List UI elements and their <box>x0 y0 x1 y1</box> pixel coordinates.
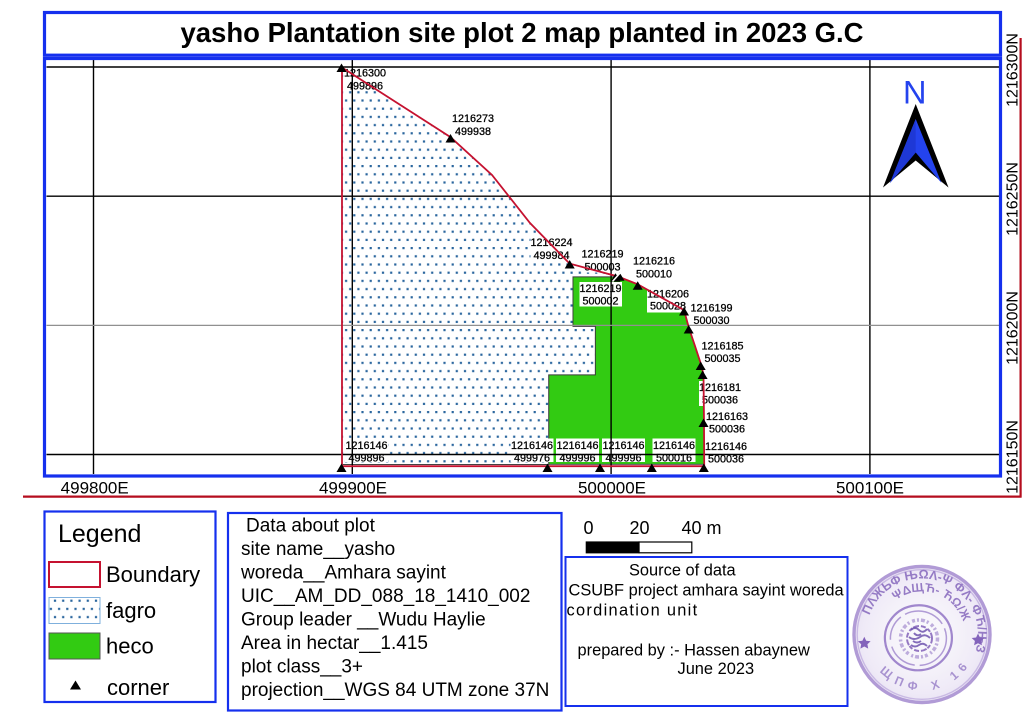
svg-text:prepared by :- Hassen abaynew: prepared by :- Hassen abaynew <box>578 642 810 660</box>
svg-text:1216300N: 1216300N <box>1005 33 1022 107</box>
svg-text:1216146: 1216146 <box>653 440 695 452</box>
svg-text:40 m: 40 m <box>681 518 721 538</box>
svg-text:fagro: fagro <box>106 598 156 623</box>
svg-text:1216200N: 1216200N <box>1005 291 1022 365</box>
svg-text:1216150N: 1216150N <box>1005 420 1022 494</box>
svg-text:500035: 500035 <box>704 353 740 365</box>
svg-text:500028: 500028 <box>650 301 686 313</box>
svg-text:cordination unit: cordination unit <box>567 602 699 620</box>
svg-text:1216273: 1216273 <box>452 113 494 125</box>
svg-text:UIC__AM_DD_088_18_1410_002: UIC__AM_DD_088_18_1410_002 <box>241 586 530 607</box>
svg-text:1216250N: 1216250N <box>1005 162 1022 236</box>
svg-text:Legend: Legend <box>58 520 141 548</box>
svg-text:Source of data: Source of data <box>629 562 736 580</box>
svg-text:499976: 499976 <box>514 453 550 465</box>
svg-text:0: 0 <box>583 518 593 538</box>
svg-text:499900E: 499900E <box>319 479 387 498</box>
svg-text:500010: 500010 <box>636 269 672 281</box>
svg-text:500030: 500030 <box>693 315 729 327</box>
svg-text:499800E: 499800E <box>61 479 129 498</box>
svg-text:1216163: 1216163 <box>706 411 748 423</box>
svg-text:500016: 500016 <box>656 453 692 465</box>
svg-text:1216199: 1216199 <box>690 303 732 315</box>
svg-text:500036: 500036 <box>702 395 738 407</box>
svg-text:499896: 499896 <box>347 81 383 93</box>
svg-text:1216181: 1216181 <box>699 382 741 394</box>
svg-text:1216206: 1216206 <box>647 289 689 301</box>
svg-text:Boundary: Boundary <box>106 562 200 587</box>
svg-text:500000E: 500000E <box>578 479 646 498</box>
svg-text:June 2023: June 2023 <box>678 660 755 678</box>
svg-text:1216216: 1216216 <box>633 256 675 268</box>
svg-text:499996: 499996 <box>605 453 641 465</box>
svg-text:corner: corner <box>107 675 169 700</box>
svg-text:Area in hectar__1.415: Area in hectar__1.415 <box>241 633 428 654</box>
svg-text:1216224: 1216224 <box>530 237 572 249</box>
svg-text:1216185: 1216185 <box>701 341 743 353</box>
svg-text:1216146: 1216146 <box>602 440 644 452</box>
svg-text:500100E: 500100E <box>836 479 904 498</box>
svg-text:1216219: 1216219 <box>581 249 623 261</box>
svg-text:CSUBF project amhara sayint wo: CSUBF project amhara sayint woreda <box>569 582 845 600</box>
svg-text:Group leader __Wudu Haylie: Group leader __Wudu Haylie <box>241 610 486 631</box>
svg-text:N: N <box>903 75 926 111</box>
svg-text:1216146: 1216146 <box>705 441 747 453</box>
svg-text:500036: 500036 <box>709 424 745 436</box>
svg-text:500036: 500036 <box>708 454 744 466</box>
svg-text:499996: 499996 <box>559 453 595 465</box>
svg-text:499896: 499896 <box>348 453 384 465</box>
svg-text:1216146: 1216146 <box>511 440 553 452</box>
svg-text:1216146: 1216146 <box>556 440 598 452</box>
svg-text:plot class__3+: plot class__3+ <box>241 657 363 678</box>
svg-text:499984: 499984 <box>533 250 569 262</box>
svg-text:Data about plot: Data about plot <box>246 516 376 537</box>
svg-text:site name__yasho: site name__yasho <box>241 539 395 560</box>
svg-text:20: 20 <box>629 518 649 538</box>
svg-text:projection__WGS 84 UTM zone 37: projection__WGS 84 UTM zone 37N <box>241 680 549 701</box>
svg-text:499938: 499938 <box>455 126 491 138</box>
svg-text:woreda__Amhara sayint: woreda__Amhara sayint <box>240 563 447 584</box>
svg-text:500002: 500002 <box>582 296 618 308</box>
svg-text:heco: heco <box>106 634 154 659</box>
svg-text:1216219: 1216219 <box>579 283 621 295</box>
svg-text:1216146: 1216146 <box>345 440 387 452</box>
svg-text:yasho Plantation site plot 2 m: yasho Plantation site plot 2 map planted… <box>180 17 863 48</box>
